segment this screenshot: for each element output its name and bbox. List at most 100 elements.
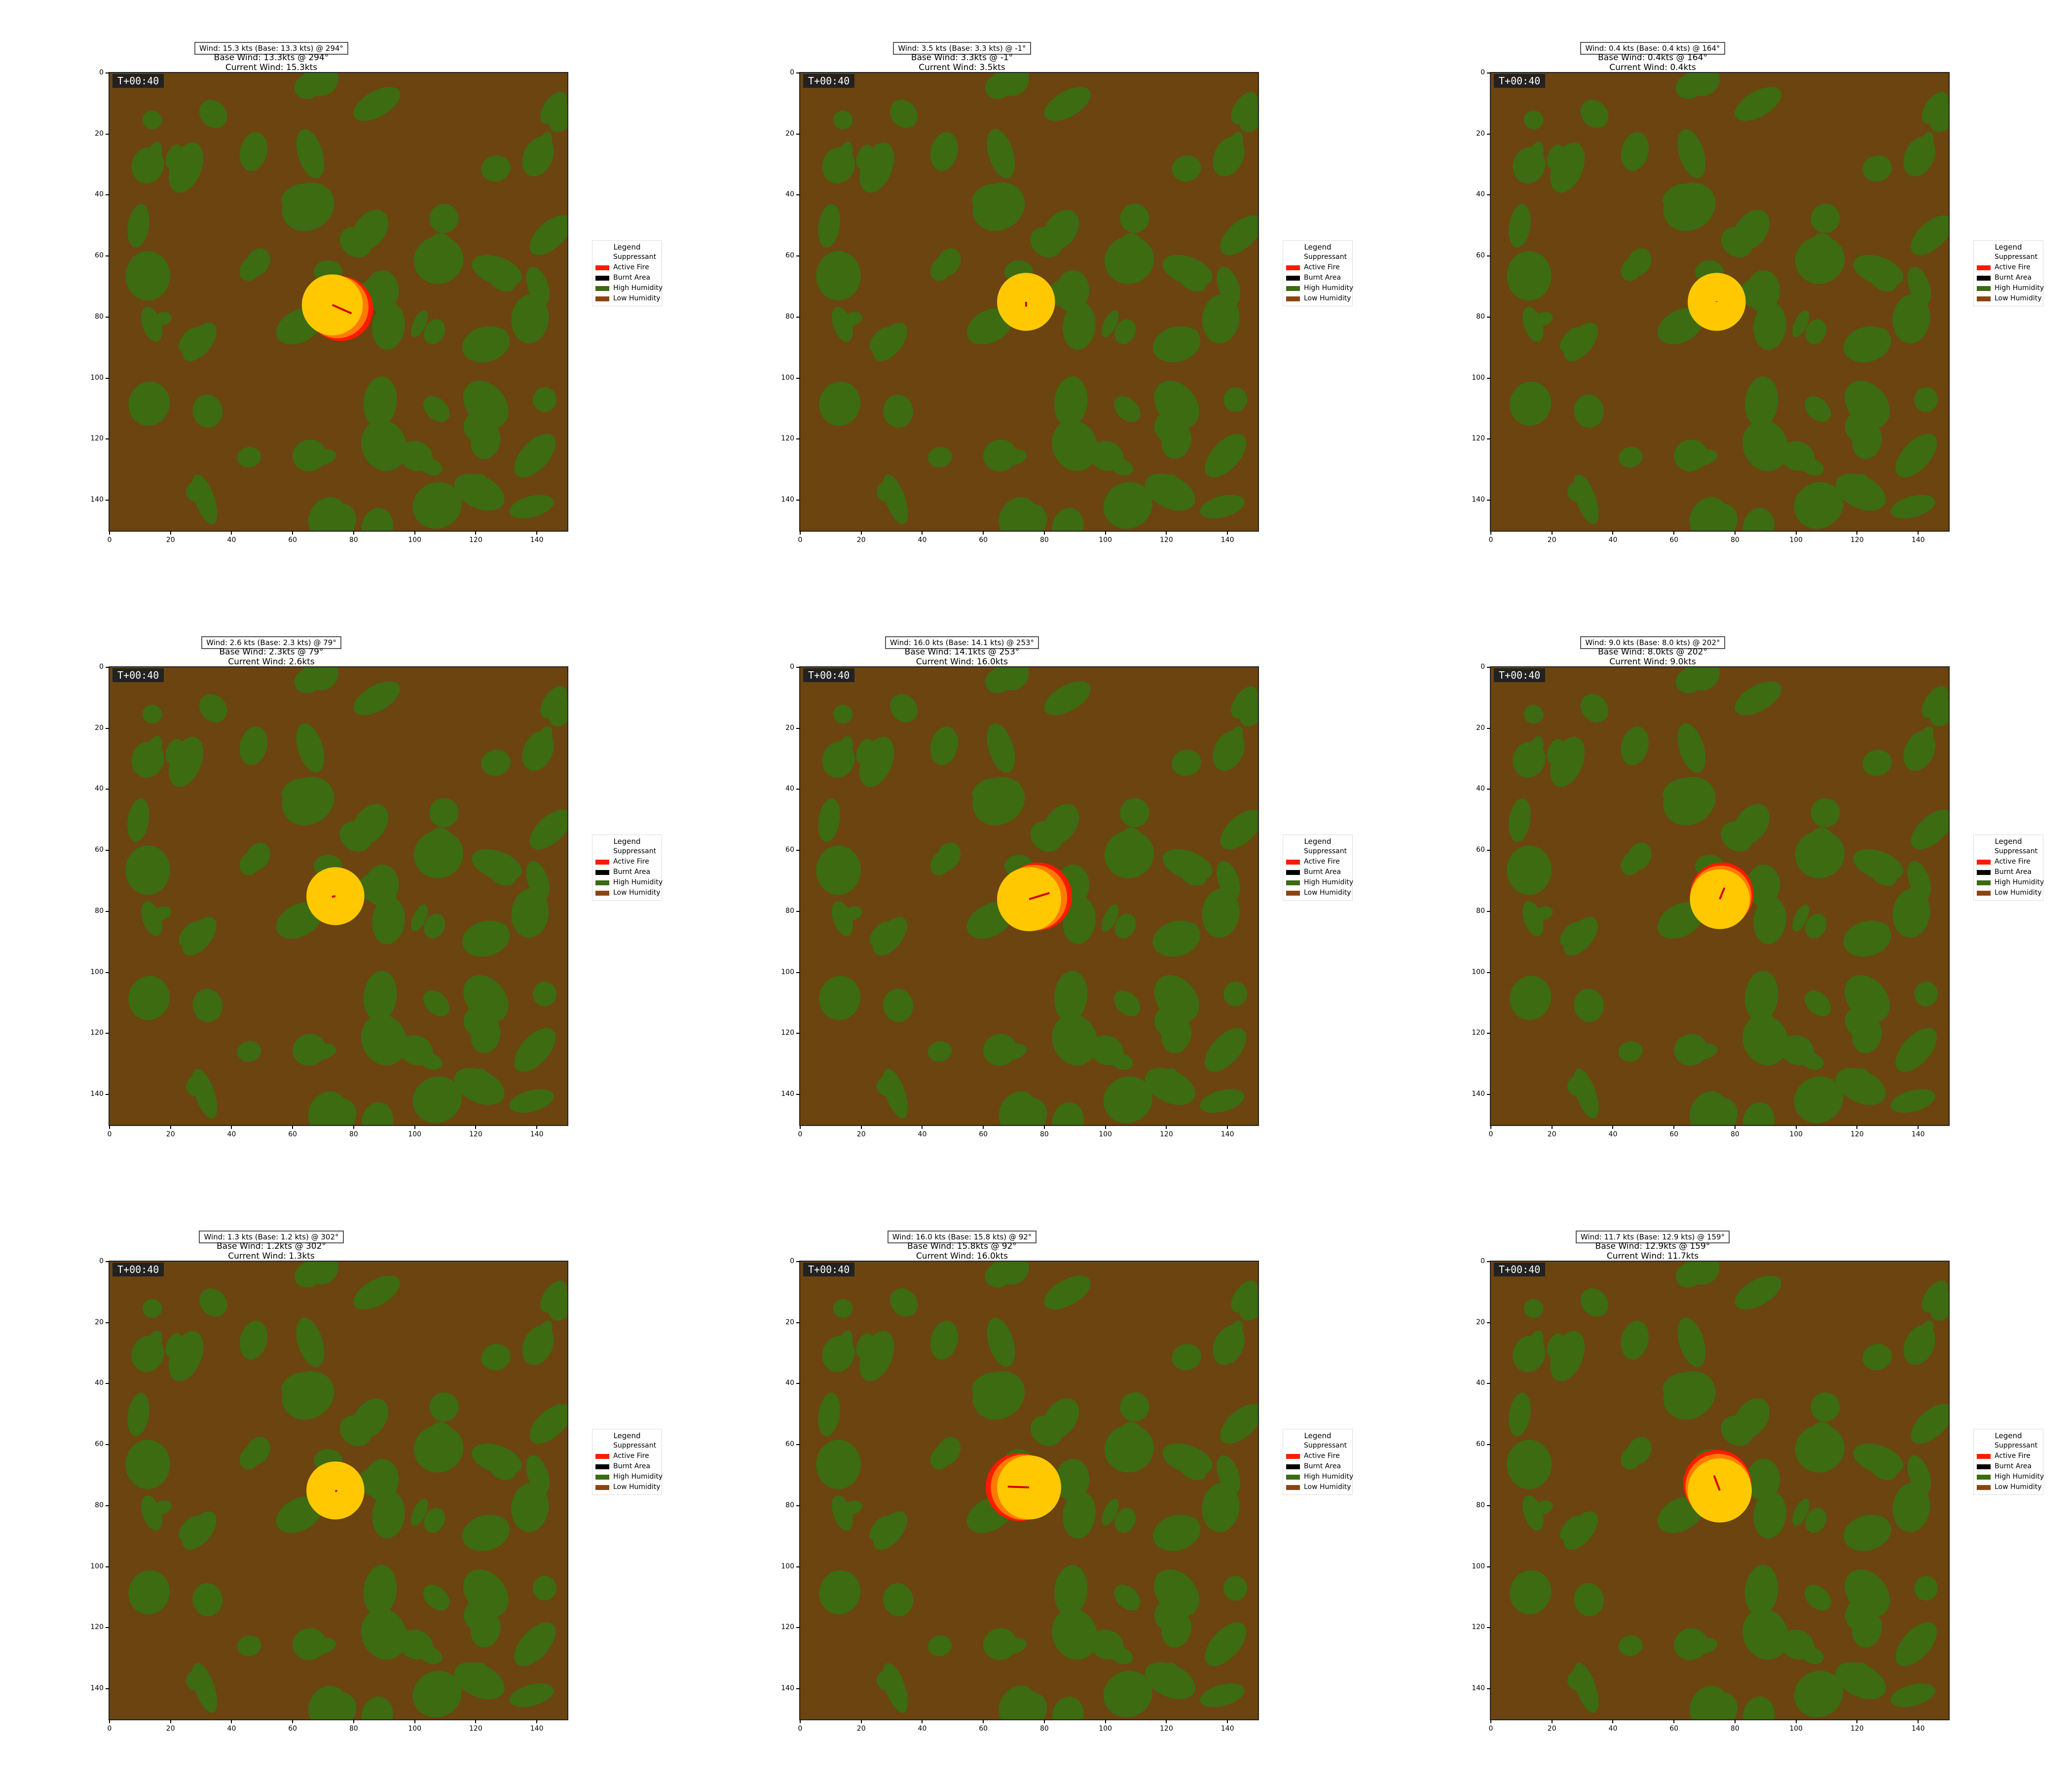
x-tick-label: 140 — [1908, 536, 1928, 544]
high-humidity-region — [1617, 1633, 1644, 1659]
legend-label: Active Fire — [1995, 1452, 2031, 1460]
legend-item: Burnt Area — [592, 868, 662, 877]
y-tick-mark — [1487, 1566, 1490, 1567]
high-humidity-region — [1800, 985, 1836, 1021]
x-tick-label: 80 — [1035, 536, 1054, 544]
high-humidity-region — [127, 143, 169, 187]
x-tick-label: 20 — [161, 1130, 181, 1138]
x-tick-mark — [1227, 531, 1228, 535]
legend-swatch — [595, 255, 609, 260]
legend-item: Suppressant — [592, 253, 662, 262]
y-tick-mark — [1487, 1094, 1490, 1095]
fire-map: T+00:40 — [1491, 1262, 1949, 1719]
y-tick-mark — [1487, 789, 1490, 790]
x-tick-label: 140 — [527, 1130, 547, 1138]
high-humidity-region — [141, 109, 163, 131]
fire-map: T+00:40 — [1491, 73, 1949, 531]
legend-item: Burnt Area — [592, 273, 662, 283]
legend-label: Burnt Area — [1304, 1462, 1341, 1470]
legend-label: High Humidity — [1304, 1473, 1353, 1481]
x-tick-mark — [536, 1720, 537, 1723]
legend-label: Suppressant — [1995, 253, 2037, 261]
high-humidity-region — [1654, 767, 1724, 835]
high-humidity-region — [884, 94, 924, 134]
legend-swatch — [1977, 891, 1991, 896]
legend-label: Active Fire — [1995, 858, 2031, 866]
x-tick-mark — [1612, 1125, 1613, 1129]
high-humidity-region — [507, 491, 556, 523]
y-tick-mark — [1487, 728, 1490, 729]
x-tick-mark — [1735, 1125, 1736, 1129]
x-tick-label: 40 — [912, 536, 932, 544]
x-tick-label: 60 — [973, 1725, 993, 1733]
high-humidity-region — [127, 737, 169, 782]
high-humidity-region — [1109, 1580, 1146, 1616]
high-humidity-region — [1575, 689, 1614, 728]
y-tick-label: 140 — [775, 1090, 794, 1098]
base-wind-title: Base Wind: 12.9kts @ 159° — [1381, 1241, 1924, 1251]
x-tick-label: 60 — [1664, 1725, 1684, 1733]
legend-item: Burnt Area — [1974, 868, 2043, 877]
legend-label: Active Fire — [613, 858, 649, 866]
legend-title: Legend — [1974, 1431, 2043, 1440]
high-humidity-region — [1672, 126, 1711, 182]
legend-item: Active Fire — [592, 1451, 662, 1461]
time-label: T+00:40 — [1494, 74, 1545, 88]
base-wind-title: Base Wind: 2.3kts @ 79° — [0, 647, 543, 657]
high-humidity-region — [963, 767, 1034, 835]
y-tick-mark — [796, 1566, 800, 1567]
x-tick-mark — [1856, 1720, 1857, 1723]
high-humidity-region — [1860, 747, 1895, 779]
current-wind-title: Current Wind: 2.6kts — [0, 657, 543, 667]
high-humidity-region — [881, 987, 915, 1024]
legend-swatch — [595, 265, 609, 270]
high-humidity-region — [1913, 386, 1939, 413]
x-tick-mark — [109, 1720, 110, 1723]
x-tick-label: 40 — [1603, 1725, 1623, 1733]
y-tick-mark — [106, 1627, 109, 1628]
x-tick-label: 60 — [973, 1130, 993, 1138]
y-tick-label: 0 — [84, 1257, 104, 1265]
y-tick-mark — [1487, 667, 1490, 668]
high-humidity-region — [1109, 985, 1146, 1021]
y-tick-label: 140 — [1465, 496, 1485, 504]
y-tick-mark — [106, 1688, 109, 1689]
y-tick-mark — [1487, 255, 1490, 256]
x-tick-label: 40 — [222, 536, 241, 544]
time-label: T+00:40 — [1494, 668, 1545, 682]
y-tick-label: 20 — [775, 130, 794, 138]
y-tick-label: 60 — [1465, 252, 1485, 259]
y-tick-label: 100 — [775, 374, 794, 382]
y-tick-label: 40 — [775, 190, 794, 198]
high-humidity-region — [190, 1581, 224, 1618]
y-tick-mark — [796, 1627, 800, 1628]
legend-swatch — [1286, 860, 1300, 865]
x-tick-label: 140 — [1908, 1130, 1928, 1138]
current-wind-title: Current Wind: 1.3kts — [0, 1251, 543, 1261]
x-tick-label: 80 — [344, 536, 364, 544]
high-humidity-region — [884, 689, 924, 728]
y-tick-mark — [106, 1094, 109, 1095]
x-tick-label: 40 — [912, 1130, 932, 1138]
high-humidity-region — [418, 1580, 455, 1616]
high-humidity-region — [1507, 845, 1552, 895]
legend-item: Active Fire — [1283, 1451, 1352, 1461]
high-humidity-region — [1888, 1085, 1938, 1117]
x-tick-mark — [231, 1125, 232, 1129]
x-tick-mark — [353, 531, 354, 535]
legend-item: Burnt Area — [1283, 868, 1352, 877]
legend-item: Burnt Area — [1283, 273, 1352, 283]
high-humidity-region — [1222, 386, 1249, 413]
legend-label: Suppressant — [613, 847, 656, 855]
high-humidity-region — [1038, 674, 1096, 722]
x-tick-label: 120 — [1156, 1130, 1176, 1138]
fire-map-svg — [110, 667, 567, 1125]
wind-direction-line — [335, 1490, 337, 1491]
y-tick-mark — [106, 134, 109, 135]
high-humidity-region — [1617, 1039, 1644, 1064]
x-tick-mark — [1612, 531, 1613, 535]
y-tick-mark — [106, 1505, 109, 1506]
x-tick-mark — [922, 1125, 923, 1129]
x-tick-mark — [1918, 1720, 1919, 1723]
high-humidity-region — [123, 1565, 175, 1619]
